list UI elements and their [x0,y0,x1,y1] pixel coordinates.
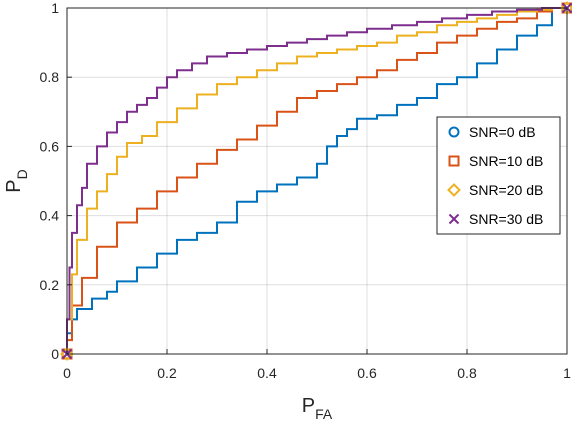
y-tick-label: 0 [51,346,59,362]
legend: SNR=0 dB SNR=10 dB SNR=20 dB SNR=30 dB [436,116,561,235]
y-tick-label: 0.8 [40,69,60,85]
legend-label: SNR=30 dB [469,211,543,227]
tick-labels: 0 0.2 0.4 0.6 0.8 1 0 0.2 0.4 0.6 0.8 1 [40,0,572,381]
x-tick-label: 0 [63,365,71,381]
tick-marks [66,7,568,355]
y-tick-label: 1 [51,0,59,16]
x-axis-label: PFA [302,395,333,422]
roc-curve-series-1 [66,7,567,354]
y-tick-label: 0.4 [40,208,60,224]
x-tick-label: 1 [563,365,571,381]
legend-marker-series-0 [448,126,460,138]
y-tick-label: 0.2 [40,277,60,293]
x-tick-label: 0.8 [457,365,477,381]
curves [66,7,567,354]
legend-marker-series-1 [448,155,460,167]
legend-marker-series-3 [448,213,460,225]
roc-curve-series-0 [66,7,567,354]
x-tick-label: 0.6 [357,365,377,381]
legend-marker-series-2 [447,183,461,197]
roc-curve-series-2 [66,7,567,354]
x-axis-label-sub: FA [315,406,333,422]
legend-label: SNR=10 dB [469,153,543,169]
y-axis-label-sub: D [14,169,30,179]
y-axis-label-main: P [3,179,25,192]
axes-box [66,7,568,355]
y-tick-label: 0.6 [40,138,60,154]
y-axis-label: PD [3,169,30,192]
x-tick-label: 0.2 [157,365,177,381]
roc-curve-series-3 [66,7,567,354]
start-marker-series-2 [60,347,74,361]
x-axis-label-main: P [302,395,315,417]
x-tick-label: 0.4 [257,365,277,381]
legend-label: SNR=0 dB [469,124,536,140]
legend-label: SNR=20 dB [469,182,543,198]
